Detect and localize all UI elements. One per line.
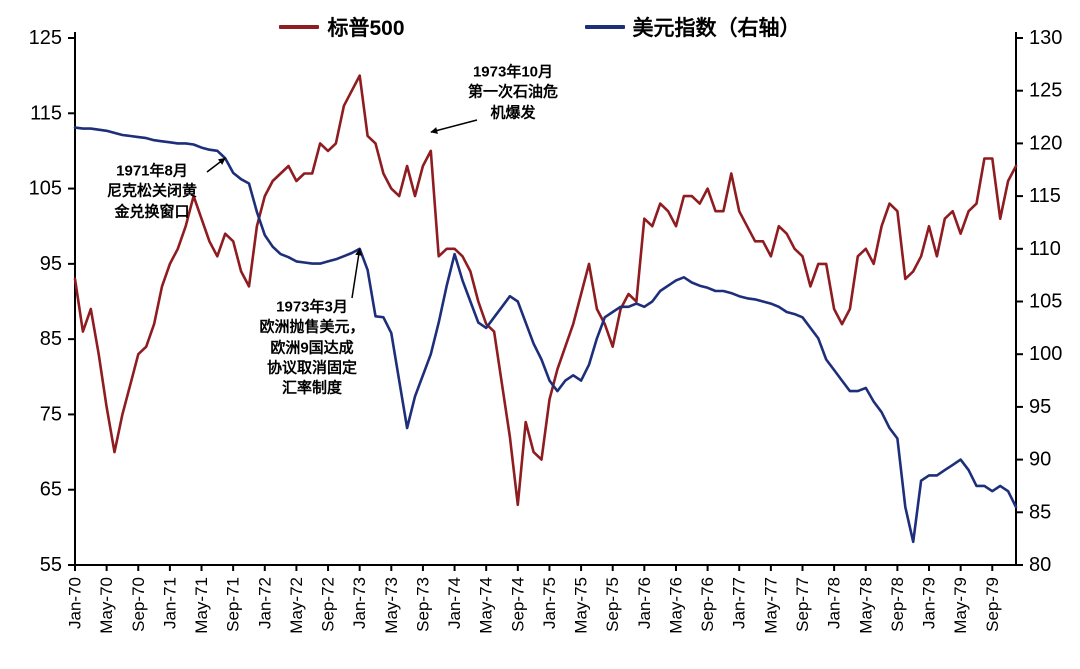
x-axis-tick-label: May-78 bbox=[856, 577, 875, 634]
left-axis-tick-label: 95 bbox=[40, 253, 62, 275]
x-axis-tick-label: Jan-70 bbox=[66, 577, 85, 629]
right-axis-tick-label: 85 bbox=[1029, 501, 1051, 523]
legend: 标普500 美元指数（右轴） bbox=[0, 12, 1080, 42]
annotation-arrow bbox=[206, 157, 226, 173]
x-axis-tick-label: Sep-79 bbox=[983, 577, 1002, 632]
x-axis-tick-label: May-73 bbox=[382, 577, 401, 634]
x-axis-tick-label: Jan-79 bbox=[920, 577, 939, 629]
x-axis-tick-label: Jan-74 bbox=[445, 577, 464, 629]
x-axis-tick-label: May-70 bbox=[97, 577, 116, 634]
left-axis-tick-label: 105 bbox=[29, 178, 62, 200]
x-axis-tick-label: Jan-72 bbox=[255, 577, 274, 629]
right-axis-tick-label: 120 bbox=[1029, 132, 1062, 154]
x-axis-tick-label: May-76 bbox=[666, 577, 685, 634]
left-axis-tick-label: 75 bbox=[40, 403, 62, 425]
x-axis-tick-label: May-75 bbox=[572, 577, 591, 634]
right-axis-tick-label: 115 bbox=[1029, 185, 1061, 207]
x-axis-tick-label: Sep-76 bbox=[698, 577, 717, 632]
right-axis-tick-label: 95 bbox=[1029, 396, 1051, 418]
dollar-index-line bbox=[73, 126, 1018, 544]
x-axis-tick-label: Sep-73 bbox=[413, 577, 432, 632]
x-axis-tick-label: Jan-75 bbox=[540, 577, 559, 629]
right-axis-tick-label: 90 bbox=[1029, 449, 1051, 471]
left-axis-tick-label: 125 bbox=[29, 27, 62, 49]
sp500-line-swatch-icon bbox=[279, 25, 320, 29]
right-axis-tick-label: 105 bbox=[1029, 291, 1062, 313]
x-axis-tick-label: Jan-71 bbox=[160, 577, 179, 629]
x-axis-tick-label: May-72 bbox=[287, 577, 306, 634]
x-axis-tick-label: May-74 bbox=[477, 577, 496, 634]
x-axis-tick-label: Jan-78 bbox=[825, 577, 844, 629]
dollar-index-line-swatch-icon bbox=[584, 25, 625, 29]
left-axis-tick-label: 85 bbox=[40, 328, 62, 350]
left-axis-tick-label: 115 bbox=[30, 102, 62, 124]
annotation-arrow bbox=[351, 248, 363, 299]
legend-label-sp500: 标普500 bbox=[327, 17, 405, 40]
x-axis-tick-label: May-71 bbox=[192, 577, 211, 634]
right-axis-tick-label: 110 bbox=[1029, 238, 1061, 260]
left-axis-tick-label: 55 bbox=[40, 554, 62, 576]
legend-item-dollar-index: 美元指数（右轴） bbox=[584, 12, 801, 42]
legend-item-sp500: 标普500 bbox=[279, 12, 405, 42]
annotation-arrow bbox=[430, 119, 478, 134]
x-axis-tick-label: Sep-72 bbox=[319, 577, 338, 632]
left-axis-tick-label: 65 bbox=[40, 479, 62, 501]
x-axis-tick-label: Jan-76 bbox=[635, 577, 654, 629]
x-axis-tick-label: Sep-75 bbox=[603, 577, 622, 632]
right-axis-tick-label: 125 bbox=[1029, 80, 1062, 102]
x-axis-tick-label: Sep-70 bbox=[129, 577, 148, 632]
x-axis-tick-label: Jan-77 bbox=[730, 577, 749, 629]
x-axis-tick-label: May-77 bbox=[761, 577, 780, 634]
legend-label-dollar-index: 美元指数（右轴） bbox=[632, 17, 801, 40]
x-axis-tick-label: May-79 bbox=[951, 577, 970, 634]
x-axis-tick-label: Sep-78 bbox=[888, 577, 907, 632]
right-axis-tick-label: 100 bbox=[1029, 343, 1062, 365]
x-axis-tick-label: Sep-77 bbox=[793, 577, 812, 632]
right-axis-tick-label: 130 bbox=[1029, 27, 1062, 49]
x-axis-tick-label: Sep-71 bbox=[224, 577, 243, 632]
x-axis-tick-label: Sep-74 bbox=[508, 577, 527, 632]
sp500-line bbox=[73, 74, 1018, 507]
x-axis-tick-label: Jan-73 bbox=[350, 577, 369, 629]
right-axis-tick-label: 80 bbox=[1029, 554, 1051, 576]
